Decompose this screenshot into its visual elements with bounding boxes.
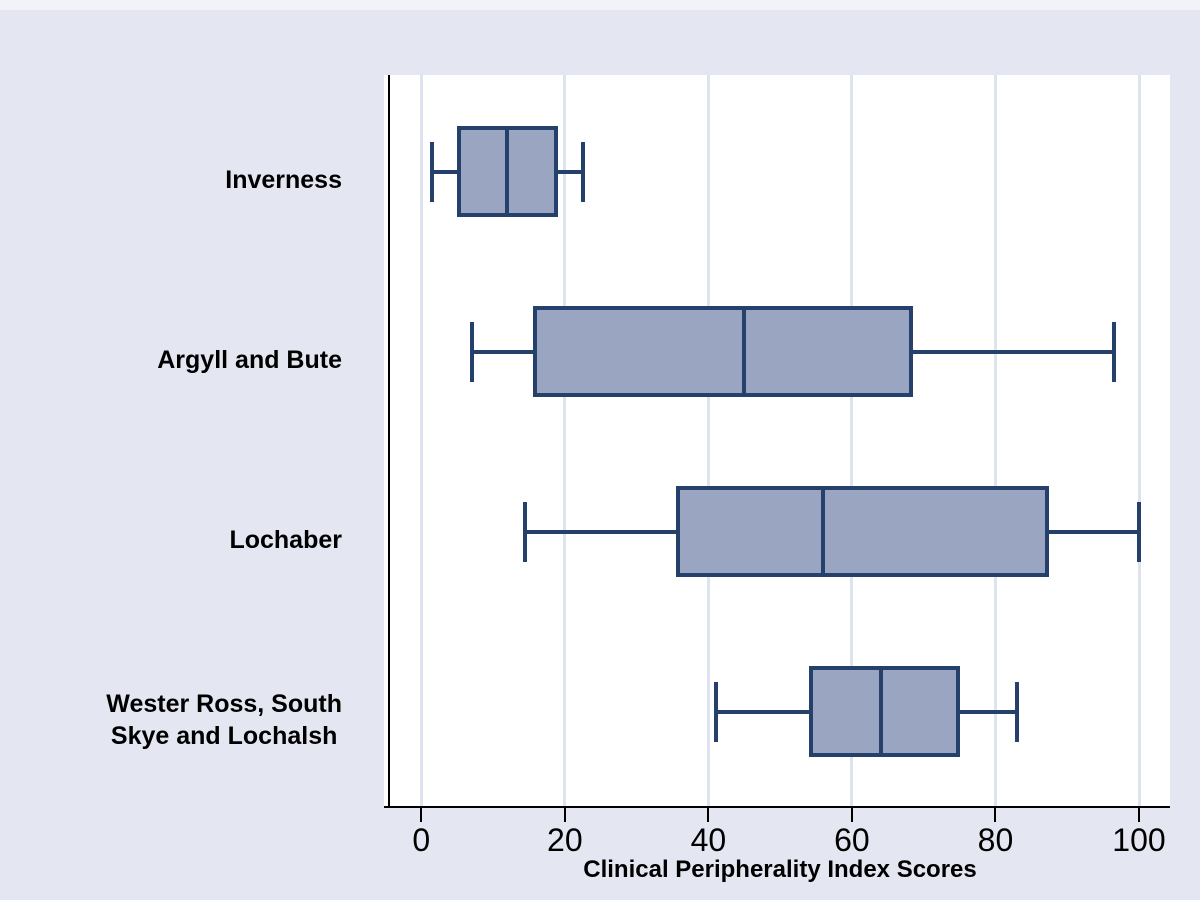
x-axis-tick: [850, 807, 853, 822]
whisker-line-high: [959, 709, 1017, 714]
x-axis-line: [384, 806, 1170, 808]
iqr-box: [676, 486, 1050, 577]
median-line: [878, 666, 883, 757]
gridline: [419, 75, 423, 806]
whisker-line-low: [471, 349, 533, 354]
x-axis-tick: [707, 807, 710, 822]
whisker-line-high: [557, 169, 583, 174]
iqr-box: [532, 306, 913, 397]
x-axis-tick-label: 80: [977, 822, 1014, 858]
whisker-cap-high: [1137, 501, 1141, 562]
whisker-cap-high: [1014, 681, 1019, 742]
x-axis-tick: [420, 807, 423, 822]
iqr-box: [808, 666, 960, 757]
x-axis-tick-label: 100: [1112, 822, 1166, 858]
y-axis-line: [388, 75, 390, 807]
gridline: [706, 75, 710, 806]
whisker-cap-low: [713, 681, 718, 742]
whisker-cap-low: [469, 321, 474, 382]
x-axis-tick: [994, 807, 997, 822]
whisker-cap-low: [523, 501, 528, 562]
gridline: [1137, 75, 1141, 806]
x-axis-tick-label: 40: [690, 822, 727, 858]
x-axis-tick: [1138, 807, 1140, 822]
whisker-cap-high: [1111, 321, 1116, 382]
gridline: [993, 75, 997, 806]
x-axis-tick: [563, 807, 566, 822]
x-axis-tick-label: 0: [412, 822, 431, 858]
whisker-line-low: [525, 529, 677, 534]
gridline: [563, 75, 567, 806]
whisker-cap-high: [580, 141, 585, 202]
category-label: Wester Ross, South Skye and Lochalsh: [106, 689, 342, 750]
x-axis-tick-label: 60: [834, 822, 870, 858]
median-line: [821, 486, 826, 577]
x-axis-title: Clinical Peripherality Index Scores: [583, 856, 977, 883]
gridline: [850, 75, 854, 806]
whisker-cap-low: [430, 141, 435, 202]
whisker-line-low: [432, 169, 458, 174]
x-axis-tick-label: 20: [547, 822, 583, 858]
whisker-line-high: [1049, 529, 1139, 534]
median-line: [505, 126, 510, 217]
category-label: Argyll and Bute: [157, 345, 342, 374]
whisker-line-high: [912, 349, 1114, 354]
category-label: Inverness: [225, 165, 342, 194]
median-line: [742, 306, 747, 397]
category-label: Lochaber: [229, 525, 342, 554]
whisker-line-low: [715, 709, 809, 714]
window-top-strip: [0, 0, 1200, 10]
